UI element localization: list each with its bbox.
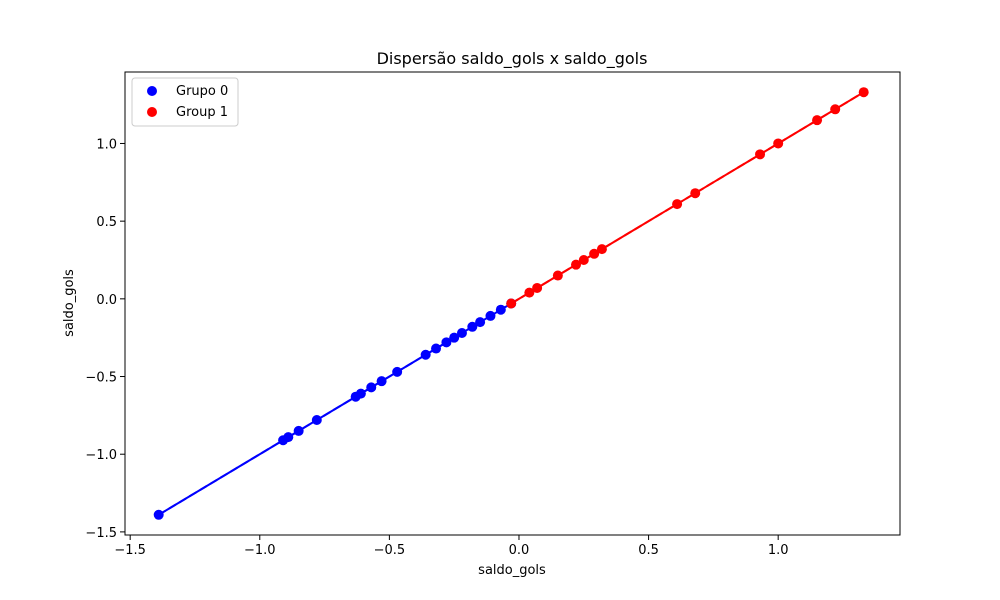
data-point [449,332,460,343]
data-point [467,321,478,332]
legend: Grupo 0 Group 1 [131,77,239,127]
y-tick-label: 1.0 [96,137,117,152]
y-tick-label: −1.0 [85,448,117,463]
data-point [571,259,582,270]
x-axis-label: saldo_gols [478,563,546,578]
data-point [589,248,600,259]
data-points [153,87,869,520]
x-tick-label: −0.5 [374,543,406,558]
legend-label-grupo-0: Grupo 0 [176,84,228,99]
x-tick-label: −1.5 [114,543,146,558]
data-point [596,244,607,255]
legend-label-group-1: Group 1 [176,105,228,120]
y-tick-label: −1.5 [85,526,117,541]
y-axis-label: saldo_gols [62,269,77,337]
data-point [456,328,467,339]
data-point [376,376,387,387]
y-tick-label: −0.5 [85,371,117,386]
data-point [506,298,517,309]
x-tick-label: 0.0 [509,543,530,558]
data-point [532,282,543,293]
data-point [578,254,589,265]
chart-title: Dispersão saldo_gols x saldo_gols [377,49,648,69]
data-point [366,382,377,393]
x-tick-label: 0.5 [638,543,659,558]
data-point [830,104,841,115]
data-point [858,87,869,98]
data-point [420,349,431,360]
data-point [773,138,784,149]
data-point [431,343,442,354]
data-point [392,366,403,377]
data-point [311,415,322,426]
data-point [153,509,164,520]
legend-marker-grupo-0 [147,86,157,96]
data-point [690,188,701,199]
plot-area-frame [124,71,901,536]
data-point [293,425,304,436]
data-point [475,317,486,328]
legend-marker-group-1 [147,107,157,117]
x-tick-label: −1.0 [244,543,276,558]
y-tick-label: 0.5 [96,215,117,230]
y-tick-label: 0.0 [96,293,117,308]
x-axis: −1.5 −1.0 −0.5 0.0 0.5 1.0 [114,535,789,558]
legend-box [131,77,239,127]
data-point [812,115,823,126]
data-point [495,304,506,315]
data-point [672,199,683,210]
data-point [524,287,535,298]
series-line [510,91,865,305]
data-point [283,432,294,443]
data-point [755,149,766,160]
data-point [552,270,563,281]
x-tick-label: 1.0 [768,543,789,558]
data-point [485,310,496,321]
data-point [441,337,452,348]
y-axis: −1.5 −1.0 −0.5 0.0 0.5 1.0 [85,137,125,541]
data-point [355,388,366,399]
